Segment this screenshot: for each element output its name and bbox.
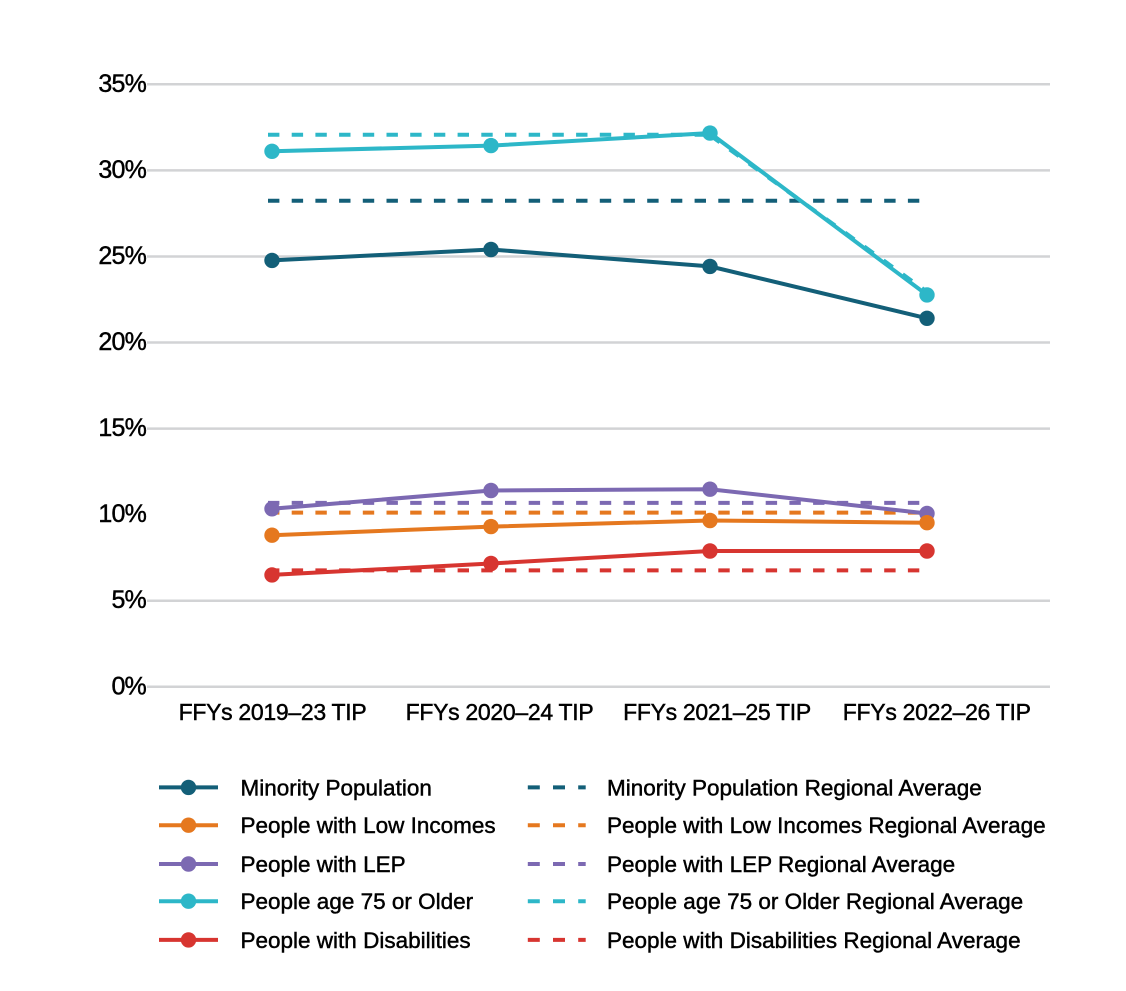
svg-text:35%: 35% [98, 70, 146, 98]
svg-text:People with Low Incomes: People with Low Incomes [241, 813, 496, 838]
svg-text:People with LEP: People with LEP [241, 852, 406, 877]
svg-text:0%: 0% [111, 672, 146, 700]
svg-text:Minority Population: Minority Population [241, 775, 432, 800]
svg-text:FFYs 2020–24 TIP: FFYs 2020–24 TIP [406, 699, 594, 725]
svg-text:FFYs 2021–25 TIP: FFYs 2021–25 TIP [623, 699, 811, 725]
svg-text:People with LEP Regional Avera: People with LEP Regional Average [607, 852, 955, 877]
svg-text:FFYs 2019–23 TIP: FFYs 2019–23 TIP [179, 699, 367, 725]
svg-text:Minority Population Regional A: Minority Population Regional Average [607, 775, 982, 800]
svg-text:5%: 5% [111, 586, 146, 614]
svg-text:20%: 20% [98, 328, 146, 356]
svg-text:People with Low Incomes Region: People with Low Incomes Regional Average [607, 813, 1046, 838]
svg-text:30%: 30% [98, 156, 146, 184]
svg-text:15%: 15% [98, 414, 146, 442]
svg-text:People age 75 or Older: People age 75 or Older [241, 889, 474, 914]
svg-text:10%: 10% [98, 500, 146, 528]
svg-text:People with Disabilities: People with Disabilities [241, 928, 471, 953]
svg-text:FFYs 2022–26 TIP: FFYs 2022–26 TIP [843, 699, 1031, 725]
svg-text:People age 75 or Older Regiona: People age 75 or Older Regional Average [607, 889, 1023, 914]
svg-text:25%: 25% [98, 242, 146, 270]
svg-text:People with Disabilities Regio: People with Disabilities Regional Averag… [607, 928, 1021, 953]
